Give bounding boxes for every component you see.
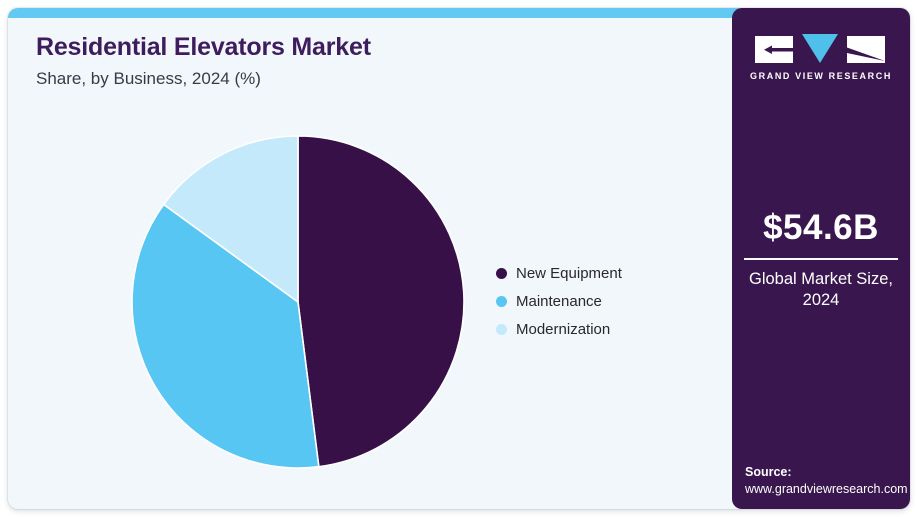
gvr-logo: GRAND VIEW RESEARCH xyxy=(732,32,910,81)
source-url-link[interactable]: www.grandviewresearch.com xyxy=(745,482,908,496)
market-size-value: $54.6B xyxy=(763,208,879,247)
sidebar: GRAND VIEW RESEARCH $54.6B Global Market… xyxy=(732,8,910,509)
market-size-label-line1: Global Market Size, xyxy=(749,270,893,288)
market-size-block: $54.6B Global Market Size, 2024 xyxy=(732,208,910,312)
page-title: Residential Elevators Market xyxy=(36,33,371,61)
top-accent-bar xyxy=(8,8,910,18)
logo-v-icon xyxy=(802,34,838,63)
legend-label: Maintenance xyxy=(516,293,602,310)
chart-legend: New Equipment Maintenance Modernization xyxy=(496,265,622,349)
legend-dot-icon xyxy=(496,296,507,307)
pie-slice-maintenance xyxy=(131,203,320,469)
legend-dot-icon xyxy=(496,324,507,335)
market-size-label: Global Market Size, 2024 xyxy=(732,269,910,312)
title-block: Residential Elevators Market Share, by B… xyxy=(36,33,371,89)
pie-chart xyxy=(130,134,466,470)
gvr-logo-glyphs xyxy=(755,34,885,63)
pie-svg xyxy=(131,135,465,469)
pie-slice-modernization xyxy=(162,135,299,304)
logo-g-glyph xyxy=(755,36,793,63)
page-subtitle: Share, by Business, 2024 (%) xyxy=(36,69,261,88)
legend-item-new-equipment: New Equipment xyxy=(496,265,622,282)
logo-wordmark: GRAND VIEW RESEARCH xyxy=(750,71,892,81)
legend-label: Modernization xyxy=(516,321,611,338)
legend-dot-icon xyxy=(496,268,507,279)
pie-slice-new-equipment xyxy=(297,135,465,468)
market-size-label-line2: 2024 xyxy=(802,291,840,310)
legend-label: New Equipment xyxy=(516,265,622,282)
source-block: Source: www.grandviewresearch.com xyxy=(745,465,908,496)
logo-r-glyph xyxy=(847,36,885,63)
legend-item-modernization: Modernization xyxy=(496,321,622,338)
divider xyxy=(744,258,898,260)
legend-item-maintenance: Maintenance xyxy=(496,293,622,310)
source-label: Source: xyxy=(745,465,792,479)
